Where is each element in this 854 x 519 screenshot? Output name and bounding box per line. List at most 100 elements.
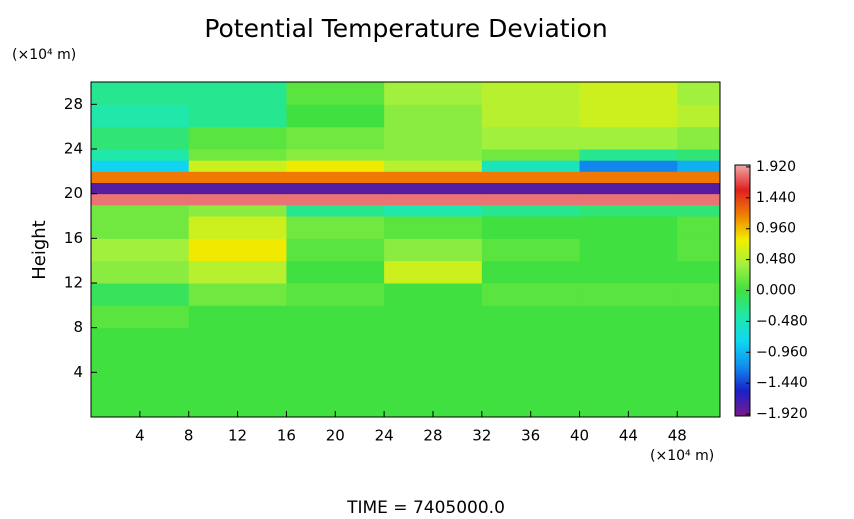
heatmap-cell bbox=[91, 126, 190, 150]
heatmap-cell bbox=[286, 193, 385, 206]
heatmap-cell bbox=[579, 193, 678, 206]
y-tick-label: 28 bbox=[64, 95, 83, 113]
x-tick-label: 48 bbox=[668, 427, 687, 445]
colorbar-tick-label: 1.920 bbox=[756, 159, 796, 175]
y-tick-label: 16 bbox=[64, 229, 83, 247]
heatmap-cell bbox=[677, 204, 721, 217]
heatmap-cell bbox=[91, 171, 190, 183]
heatmap-cell bbox=[384, 350, 483, 373]
heatmap-cell bbox=[481, 171, 581, 183]
heatmap-cell bbox=[91, 260, 190, 284]
heatmap-cell bbox=[286, 160, 385, 172]
heatmap-cell bbox=[91, 182, 190, 195]
heatmap-cell bbox=[286, 260, 385, 284]
y-unit: (×10⁴ m) bbox=[12, 47, 76, 63]
heatmap-cell bbox=[384, 204, 483, 217]
heatmap-cell bbox=[188, 204, 287, 217]
heatmap-cell bbox=[286, 82, 385, 105]
heatmap-cell bbox=[384, 327, 483, 351]
heatmap-cell bbox=[677, 260, 721, 284]
heatmap-cell bbox=[188, 104, 287, 128]
heatmap-cell bbox=[188, 372, 287, 396]
heatmap-cell bbox=[91, 327, 190, 351]
heatmap-cell bbox=[384, 193, 483, 206]
heatmap-cell bbox=[188, 126, 287, 150]
heatmap-cell bbox=[481, 394, 581, 418]
heatmap-cell bbox=[579, 260, 678, 284]
y-tick-label: 12 bbox=[64, 274, 83, 292]
y-tick-label: 24 bbox=[64, 140, 83, 158]
heatmap-cell bbox=[188, 283, 287, 306]
x-unit: (×10⁴ m) bbox=[650, 448, 714, 464]
heatmap-cell bbox=[481, 216, 581, 239]
y-axis-label: Height bbox=[29, 220, 50, 280]
x-tick-label: 12 bbox=[228, 427, 247, 445]
heatmap-cell bbox=[579, 104, 678, 128]
heatmap-cell bbox=[481, 193, 581, 206]
heatmap-cell bbox=[286, 216, 385, 239]
heatmap-cell bbox=[677, 350, 721, 373]
heatmap-cell bbox=[91, 216, 190, 239]
heatmap-cell bbox=[91, 193, 190, 206]
x-tick-label: 28 bbox=[423, 427, 442, 445]
heatmap-cell bbox=[481, 82, 581, 105]
heatmap-cell bbox=[384, 149, 483, 161]
heatmap-cell bbox=[677, 238, 721, 262]
heatmap-cell bbox=[677, 82, 721, 105]
heatmap-cell bbox=[91, 305, 190, 329]
heatmap-cell bbox=[481, 182, 581, 195]
heatmap-cell bbox=[481, 104, 581, 128]
heatmap-cell bbox=[384, 216, 483, 239]
heatmap-cell bbox=[286, 305, 385, 329]
heatmap-cell bbox=[481, 238, 581, 262]
heatmap-cell bbox=[286, 171, 385, 183]
heatmap-cell bbox=[91, 283, 190, 306]
heatmap-cell bbox=[286, 350, 385, 373]
heatmap-cell bbox=[188, 182, 287, 195]
heatmap-cell bbox=[188, 160, 287, 172]
heatmap-cell bbox=[677, 327, 721, 351]
heatmap-cell bbox=[384, 126, 483, 150]
heatmap-cell bbox=[384, 82, 483, 105]
heatmap-cell bbox=[384, 104, 483, 128]
heatmap-cell bbox=[188, 327, 287, 351]
colorbar-tick-label: −0.960 bbox=[756, 344, 808, 360]
heatmap-cell bbox=[579, 238, 678, 262]
heatmap-cell bbox=[481, 327, 581, 351]
heatmap-cell bbox=[677, 216, 721, 239]
heatmap-cell bbox=[579, 350, 678, 373]
heatmap-cell bbox=[286, 283, 385, 306]
colorbar-tick-label: −1.440 bbox=[756, 375, 808, 391]
heatmap-cell bbox=[677, 372, 721, 396]
heatmap-cell bbox=[677, 193, 721, 206]
heatmap-cell bbox=[579, 126, 678, 150]
x-tick-label: 4 bbox=[135, 427, 145, 445]
heatmap-cell bbox=[286, 204, 385, 217]
heatmap-cell bbox=[579, 204, 678, 217]
colorbar-tick-label: 0.000 bbox=[756, 283, 796, 299]
heatmap-cell bbox=[481, 149, 581, 161]
heatmap-cell bbox=[481, 283, 581, 306]
heatmap-cell bbox=[286, 394, 385, 418]
heatmap-cell bbox=[286, 104, 385, 128]
heatmap-cell bbox=[481, 260, 581, 284]
heatmap-cell bbox=[188, 149, 287, 161]
x-tick-label: 36 bbox=[521, 427, 540, 445]
heatmap-cell bbox=[188, 305, 287, 329]
heatmap-cell bbox=[384, 305, 483, 329]
heatmap-cell bbox=[286, 372, 385, 396]
heatmap-cell bbox=[579, 171, 678, 183]
colorbar-tick-label: 0.960 bbox=[756, 221, 796, 237]
heatmap-cell bbox=[579, 82, 678, 105]
heatmap-cell bbox=[188, 350, 287, 373]
heatmap-cell bbox=[579, 305, 678, 329]
heatmap-cell bbox=[286, 126, 385, 150]
y-tick-label: 4 bbox=[73, 363, 83, 381]
heatmap-cell bbox=[384, 160, 483, 172]
heatmap-cell bbox=[481, 204, 581, 217]
colorbar-tick-label: −1.920 bbox=[756, 406, 808, 422]
heatmap-cell bbox=[91, 350, 190, 373]
heatmap-cell bbox=[677, 126, 721, 150]
y-tick-label: 20 bbox=[64, 184, 83, 202]
heatmap-cell bbox=[91, 372, 190, 396]
